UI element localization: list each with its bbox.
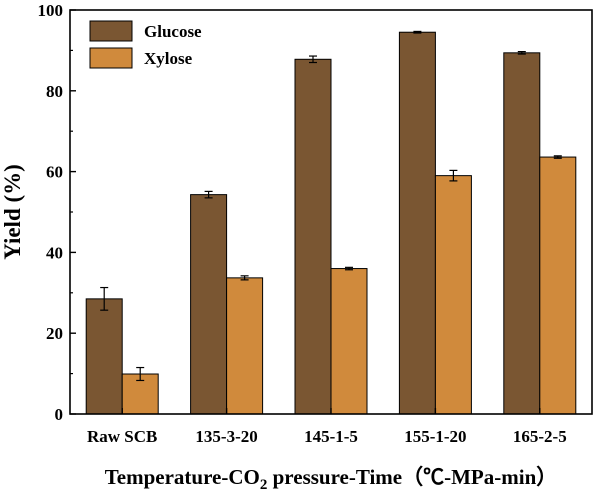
x-axis-title-rest: pressure-Time（℃-MPa-min）	[267, 465, 557, 489]
bar-glucose	[398, 31, 436, 415]
legend-swatch-glucose	[89, 20, 133, 42]
y-axis: 0 20 40 60 80 100	[38, 1, 76, 424]
bar-xylose	[434, 175, 472, 415]
bar-xylose	[539, 156, 577, 415]
y-tick-label: 40	[46, 243, 63, 262]
legend-swatch-xylose	[89, 47, 133, 69]
bar-glucose	[294, 58, 332, 415]
x-tick-label: 145-1-5	[304, 427, 358, 446]
x-axis-title: Temperature-CO2 pressure-Time（℃-MPa-min）	[105, 465, 558, 493]
x-axis: Raw SCB 135-3-20 145-1-5 155-1-20 165-2-5	[87, 408, 567, 446]
y-tick-label: 20	[46, 324, 63, 343]
legend: Glucose Xylose	[89, 20, 202, 69]
bar-glucose	[503, 52, 541, 415]
error-bar-group	[100, 30, 562, 382]
y-tick-label: 80	[46, 82, 63, 101]
y-tick-label: 100	[38, 1, 64, 20]
y-axis-title: Yield (%)	[0, 164, 25, 260]
x-axis-title-subscript: 2	[260, 477, 268, 493]
y-tick-label: 0	[55, 405, 64, 424]
y-tick-label: 60	[46, 163, 63, 182]
x-tick-label: 135-3-20	[195, 427, 257, 446]
legend-label-glucose: Glucose	[144, 22, 202, 41]
x-axis-title-main: Temperature-CO	[105, 465, 260, 489]
bar-xylose	[330, 268, 368, 415]
bar-group	[85, 31, 577, 415]
legend-label-xylose: Xylose	[144, 49, 193, 68]
bar-glucose	[85, 298, 123, 415]
bar-xylose	[226, 277, 264, 415]
bar-glucose	[190, 194, 228, 415]
x-tick-label: 165-2-5	[513, 427, 567, 446]
x-tick-label: 155-1-20	[404, 427, 466, 446]
x-tick-label: Raw SCB	[87, 427, 157, 446]
